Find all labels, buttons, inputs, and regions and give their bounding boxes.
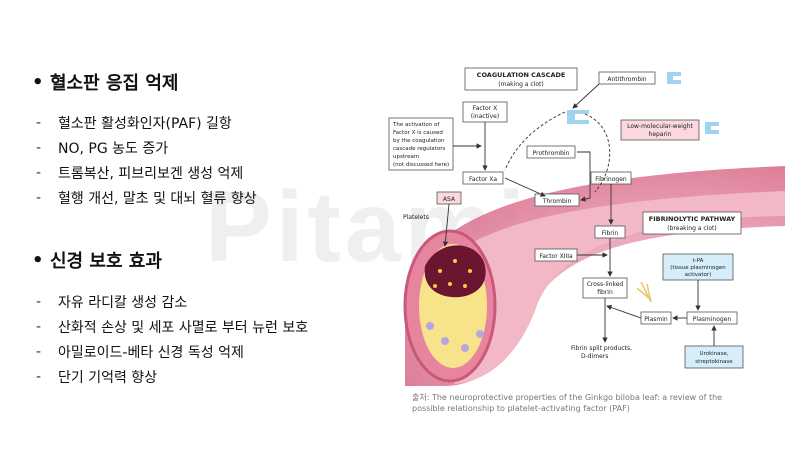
tpa-label-line3: activator)	[685, 272, 712, 278]
activation-note-line: upstream	[393, 154, 419, 160]
section-title: • 혈소판 응집 억제	[32, 70, 257, 94]
factor-xiiia-label: Factor XIIIa	[539, 253, 573, 260]
list-item: - 자유 라디칼 생성 감소	[32, 289, 308, 314]
list-item-text: 혈행 개선, 말초 및 대뇌 혈류 향상	[58, 188, 257, 208]
list-item: - 트롬복산, 피브리보겐 생성 억제	[32, 160, 257, 185]
split-products-line2: D-dimers	[581, 353, 608, 360]
source-text: The neuroprotective properties of the Gi…	[412, 393, 722, 413]
fibrin-strands-icon	[637, 282, 651, 302]
dash-icon: -	[32, 190, 58, 206]
fibrinogen-label: Fibrinogen	[595, 176, 627, 183]
dash-icon: -	[32, 369, 58, 385]
activation-note-line: (not discussed here)	[393, 162, 449, 168]
urokinase-line2: streptokinase	[695, 359, 733, 365]
dash-icon: -	[32, 294, 58, 310]
list-item-text: NO, PG 농도 증가	[58, 138, 168, 158]
plasminogen-label: Plasminogen	[693, 316, 732, 323]
list-item: - 산화적 손상 및 세포 사멸로 부터 뉴런 보호	[32, 314, 308, 339]
prothrombin-label: Prothrombin	[533, 150, 570, 157]
section-platelet-inhibition: • 혈소판 응집 억제 - 혈소판 활성화인자(PAF) 길항 - NO, PG 농…	[32, 70, 257, 210]
cross-linked-label-line1: Cross-linked	[587, 281, 624, 288]
dash-icon: -	[32, 115, 58, 131]
dash-icon: -	[32, 140, 58, 156]
list-item: - 혈행 개선, 말초 및 대뇌 혈류 향상	[32, 185, 257, 210]
fibrin-label: Fibrin	[602, 230, 619, 237]
activation-note-line: The activation of	[392, 122, 440, 128]
source-prefix: 출처:	[412, 393, 432, 402]
coagulation-diagram: COAGULATION CASCADE (making a clot) Anti…	[385, 66, 785, 386]
lmwh-label-line1: Low-molecular-weight	[627, 123, 693, 130]
list-item-text: 단기 기억력 향상	[58, 367, 157, 387]
factor-x-inactive: (inactive)	[471, 113, 499, 120]
activation-note-line: Factor X is caused	[393, 130, 443, 136]
section-title-text: 신경 보호 효과	[50, 247, 162, 273]
coagulation-diagram-svg: COAGULATION CASCADE (making a clot) Anti…	[385, 66, 785, 386]
dash-icon: -	[32, 344, 58, 360]
coag-subtitle: (making a clot)	[498, 81, 543, 88]
antithrombin-molecule-icon	[667, 72, 681, 84]
tpa-label-line2: (tissue plasminogen	[670, 265, 726, 271]
list-item: - 혈소판 활성화인자(PAF) 길항	[32, 110, 257, 135]
section-title-text: 혈소판 응집 억제	[50, 69, 178, 95]
activation-note-line: cascade regulators	[393, 146, 445, 152]
activation-note-line: by the coagulation	[393, 138, 445, 144]
split-products-line1: Fibrin split products,	[571, 345, 632, 352]
thrombin-label: Thrombin	[542, 198, 572, 205]
plasmin-label: Plasmin	[644, 316, 668, 323]
bullet-icon: •	[32, 250, 50, 271]
section-neuroprotection: • 신경 보호 효과 - 자유 라디칼 생성 감소 - 산화적 손상 및 세포 사멸…	[32, 248, 308, 389]
fib-title: FIBRINOLYTIC PATHWAY	[649, 215, 736, 223]
urokinase-line1: Urokinase,	[699, 351, 728, 357]
dash-icon: -	[32, 319, 58, 335]
fib-subtitle: (breaking a clot)	[667, 225, 716, 232]
lmwh-label-line2: heparin	[649, 131, 672, 138]
factor-xa-label: Factor Xa	[469, 176, 497, 183]
asa-label: ASA	[443, 196, 456, 203]
antithrombin-complex-icon	[567, 110, 589, 124]
dash-icon: -	[32, 165, 58, 181]
heparin-molecule-icon	[705, 122, 719, 134]
bullet-icon: •	[32, 72, 50, 93]
list-item-text: 아밀로이드-베타 신경 독성 억제	[58, 342, 244, 362]
source-citation: 출처: The neuroprotective properties of th…	[412, 392, 752, 414]
cross-linked-label-line2: fibrin	[597, 289, 613, 296]
list-item-text: 산화적 손상 및 세포 사멸로 부터 뉴런 보호	[58, 317, 308, 337]
list-item: - 아밀로이드-베타 신경 독성 억제	[32, 339, 308, 364]
list-item: - 단기 기억력 향상	[32, 364, 308, 389]
list-item-text: 자유 라디칼 생성 감소	[58, 292, 187, 312]
tpa-label-line1: t-PA	[693, 258, 704, 264]
platelets-label: Platelets	[403, 214, 429, 221]
coag-title: COAGULATION CASCADE	[477, 71, 566, 79]
section-title: • 신경 보호 효과	[32, 248, 308, 272]
list-item-text: 트롬복산, 피브리보겐 생성 억제	[58, 163, 243, 183]
list-item-text: 혈소판 활성화인자(PAF) 길항	[58, 113, 232, 133]
list-item: - NO, PG 농도 증가	[32, 135, 257, 160]
factor-x-label: Factor X	[473, 105, 497, 112]
antithrombin-label: Antithrombin	[607, 76, 646, 83]
